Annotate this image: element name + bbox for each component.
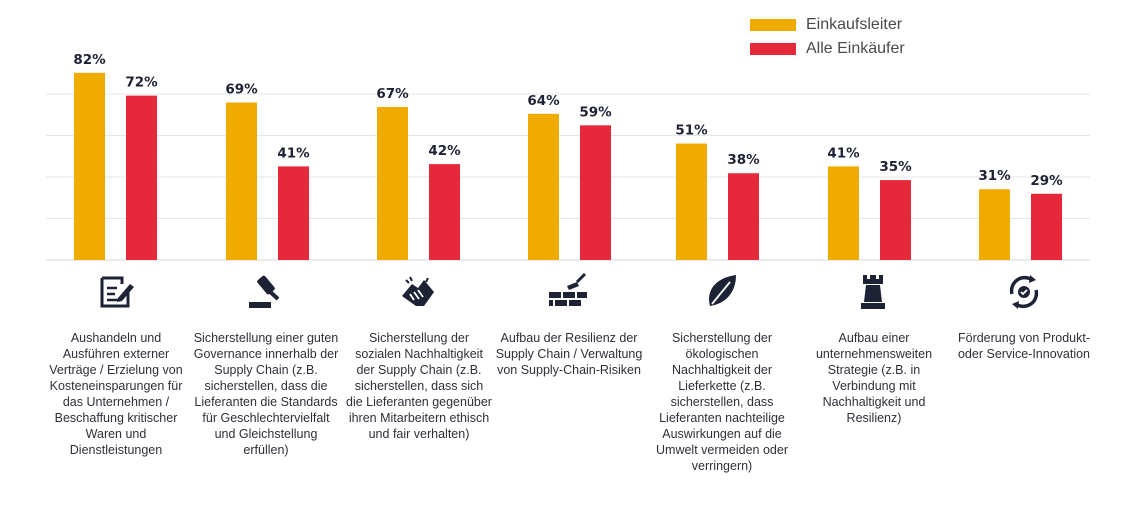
data-label-alle-einkaeufer-5: 38% (727, 152, 760, 168)
leaf-icon (709, 275, 736, 306)
data-label-alle-einkaeufer-1: 72% (125, 75, 158, 91)
legend-label-einkaufsleiter: Einkaufsleiter (806, 16, 903, 33)
bar-einkaufsleiter-5 (676, 143, 707, 260)
bar-einkaufsleiter-1 (74, 72, 105, 260)
data-label-einkaufsleiter-7: 31% (978, 168, 1011, 184)
bar-alle-einkaeufer-6 (880, 180, 911, 260)
data-label-alle-einkaeufer-3: 42% (428, 143, 461, 159)
chess-rook-icon (861, 275, 885, 309)
bar-einkaufsleiter-2 (226, 102, 257, 261)
category-label-2: Sicherstellung einer guten Governance in… (193, 331, 339, 457)
legend: Einkaufsleiter Alle Einkäufer (750, 14, 905, 62)
category-label-4: Aufbau der Resilienz der Supply Chain / … (495, 331, 643, 377)
brick-wall-trowel-icon (549, 272, 587, 306)
data-label-alle-einkaeufer-6: 35% (879, 159, 912, 175)
category-label-6: Aufbau einer unternehmensweiten Strategi… (815, 331, 933, 425)
bar-einkaufsleiter-6 (828, 166, 859, 260)
bar-alle-einkaeufer-4 (580, 125, 611, 260)
category-label-1: Aushandeln und Ausführen externer Verträ… (49, 331, 183, 457)
data-label-alle-einkaeufer-2: 41% (277, 145, 310, 161)
category-label-3: Sicherstellung der sozialen Nachhaltigke… (346, 331, 492, 441)
legend-item-alle-einkaeufer: Alle Einkäufer (750, 38, 905, 60)
bar-alle-einkaeufer-3 (429, 164, 460, 260)
data-label-alle-einkaeufer-4: 59% (579, 104, 612, 120)
bar-alle-einkaeufer-5 (728, 173, 759, 260)
data-label-einkaufsleiter-2: 69% (225, 81, 258, 97)
category-label-5: Sicherstellung der ökologischen Nachhalt… (656, 331, 788, 473)
bar-alle-einkaeufer-7 (1031, 193, 1062, 260)
legend-item-einkaufsleiter: Einkaufsleiter (750, 14, 905, 36)
legend-swatch-einkaufsleiter (750, 19, 796, 31)
legend-label-alle-einkaeufer: Alle Einkäufer (806, 40, 905, 57)
bar-einkaufsleiter-4 (528, 113, 559, 260)
bar-einkaufsleiter-7 (979, 189, 1010, 260)
bar-alle-einkaeufer-2 (278, 166, 309, 260)
legend-swatch-alle-einkaeufer (750, 43, 796, 55)
data-label-einkaufsleiter-4: 64% (527, 93, 560, 109)
bar-alle-einkaeufer-1 (126, 95, 157, 261)
cycle-gear-icon (1009, 275, 1039, 309)
data-label-einkaufsleiter-6: 41% (827, 145, 860, 161)
handshake-icon (402, 276, 434, 306)
category-label-7: Förderung von Produkt- oder Service-Inno… (957, 331, 1091, 361)
data-label-einkaufsleiter-1: 82% (73, 52, 106, 68)
bar-einkaufsleiter-3 (377, 107, 408, 260)
data-label-einkaufsleiter-3: 67% (376, 86, 409, 102)
data-label-alle-einkaeufer-7: 29% (1030, 173, 1063, 189)
data-label-einkaufsleiter-5: 51% (675, 123, 708, 139)
document-pen-icon (100, 276, 134, 308)
gavel-icon (249, 275, 280, 308)
